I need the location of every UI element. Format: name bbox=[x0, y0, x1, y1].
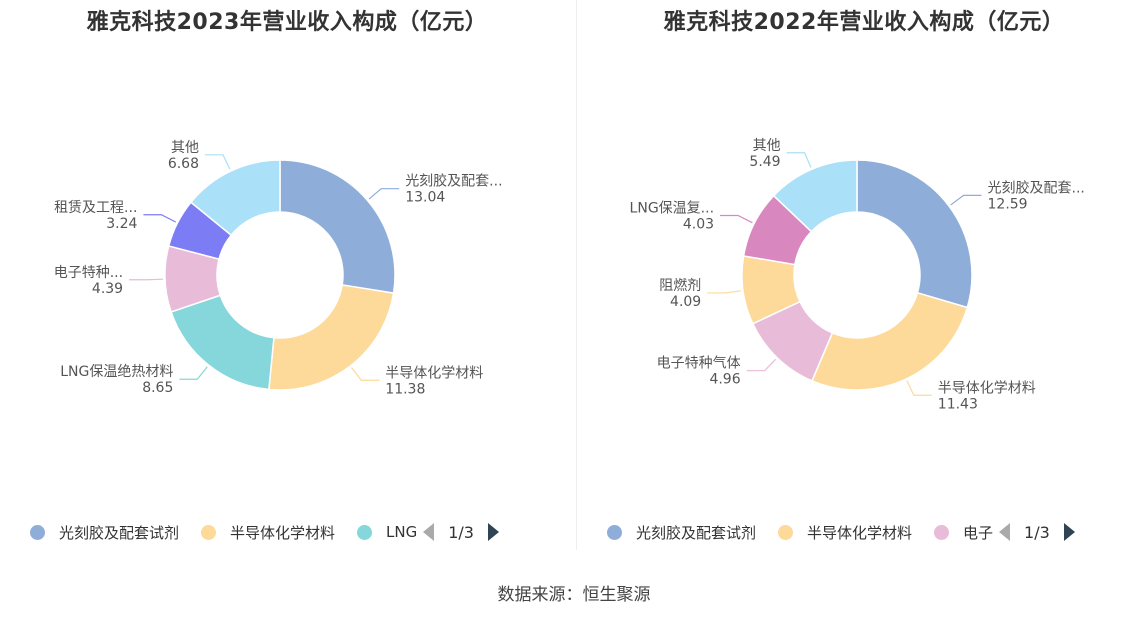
slice-label: 电子特种气体 bbox=[657, 356, 741, 372]
legend: 光刻胶及配套试剂 半导体化学材料 LNG 1/3 bbox=[30, 519, 550, 545]
slice-value: 6.68 bbox=[168, 156, 199, 172]
slice-value: 13.04 bbox=[405, 190, 445, 206]
legend-pager: 1/3 bbox=[999, 523, 1075, 542]
donut-slice[interactable] bbox=[170, 294, 275, 391]
leader-line bbox=[143, 214, 176, 223]
leader-line bbox=[129, 278, 164, 281]
leader-line bbox=[351, 367, 380, 381]
slice-label: 阻燃剂 bbox=[659, 277, 701, 294]
legend-item[interactable]: 光刻胶及配套试剂 bbox=[607, 522, 756, 543]
slice-label: 其他 bbox=[171, 140, 199, 156]
legend: 光刻胶及配套试剂 半导体化学材料 电子 1/3 bbox=[607, 519, 1127, 545]
donut-slice[interactable] bbox=[268, 284, 395, 391]
donut-slice[interactable] bbox=[811, 291, 969, 391]
legend-item[interactable]: 半导体化学材料 bbox=[778, 522, 912, 543]
legend-label: 半导体化学材料 bbox=[807, 523, 913, 542]
legend-dot bbox=[607, 524, 622, 540]
leader-line bbox=[906, 380, 932, 396]
slice-label: 半导体化学材料 bbox=[938, 380, 1036, 396]
data-source-note: 数据来源：恒生聚源 bbox=[497, 585, 651, 605]
legend-dot bbox=[30, 524, 45, 540]
slice-value: 12.59 bbox=[988, 196, 1028, 212]
chart-title: 雅克科技2023年营业收入构成（亿元） bbox=[86, 10, 488, 35]
slice-value: 4.03 bbox=[683, 217, 714, 233]
prev-page-icon[interactable] bbox=[999, 523, 1011, 541]
slice-label: 光刻胶及配套... bbox=[405, 173, 502, 190]
legend-pager: 1/3 bbox=[423, 523, 499, 542]
legend-page-indicator: 1/3 bbox=[448, 522, 474, 542]
slice-value: 5.49 bbox=[749, 154, 780, 170]
slice-value: 4.09 bbox=[670, 294, 701, 310]
leader-line bbox=[179, 366, 208, 380]
chart-panel-2023: 雅克科技2023年营业收入构成（亿元） 光刻胶及配套... 13.04 半导体化学材… bbox=[0, 0, 574, 560]
leader-line bbox=[204, 154, 231, 170]
legend-item[interactable]: 半导体化学材料 bbox=[201, 522, 335, 543]
leader-line bbox=[707, 290, 742, 294]
legend-item[interactable]: 电子 bbox=[934, 522, 993, 543]
slice-label: LNG保温绝热材料 bbox=[60, 364, 173, 380]
legend-item[interactable]: 光刻胶及配套试剂 bbox=[30, 522, 179, 543]
slice-label: 其他 bbox=[753, 138, 781, 154]
slice-value: 8.65 bbox=[142, 380, 173, 396]
slice-value: 4.39 bbox=[92, 281, 123, 297]
slice-label: 光刻胶及配套... bbox=[988, 179, 1085, 196]
legend-item[interactable]: LNG bbox=[357, 523, 417, 541]
prev-page-icon[interactable] bbox=[423, 523, 435, 541]
next-page-icon[interactable] bbox=[1063, 523, 1075, 541]
donut-slice[interactable] bbox=[279, 159, 396, 295]
donut-slice[interactable] bbox=[772, 159, 858, 233]
donut-slice[interactable] bbox=[856, 159, 973, 309]
slice-label: 半导体化学材料 bbox=[385, 365, 483, 381]
legend-label: LNG bbox=[386, 523, 418, 541]
donut-chart-2022: 光刻胶及配套...12.59半导体化学材料11.43电子特种气体4.96阻燃剂4… bbox=[630, 138, 1085, 413]
legend-label: 半导体化学材料 bbox=[230, 523, 336, 542]
leader-line bbox=[786, 152, 812, 168]
legend-dot bbox=[934, 524, 950, 540]
legend-dot bbox=[778, 524, 794, 540]
slice-value: 11.38 bbox=[385, 381, 425, 397]
chart-panel-2022: 雅克科技2022年营业收入构成（亿元） 光刻胶及配套... 12.59 半导体化学材… bbox=[577, 0, 1148, 560]
legend-dot bbox=[201, 524, 217, 540]
legend-label: 电子 bbox=[963, 523, 994, 542]
legend-dot bbox=[357, 524, 373, 540]
slice-value: 11.43 bbox=[938, 396, 978, 412]
leader-line bbox=[950, 194, 982, 206]
slice-value: 3.24 bbox=[106, 216, 137, 232]
donut-slice[interactable] bbox=[189, 159, 281, 237]
legend-page-indicator: 1/3 bbox=[1024, 522, 1050, 542]
leader-line bbox=[720, 214, 753, 224]
legend-label: 光刻胶及配套试剂 bbox=[636, 523, 757, 542]
leader-line bbox=[746, 358, 777, 372]
legend-label: 光刻胶及配套试剂 bbox=[59, 523, 180, 542]
leader-line bbox=[368, 188, 400, 200]
slice-value: 4.96 bbox=[709, 372, 740, 388]
next-page-icon[interactable] bbox=[487, 523, 499, 541]
slice-label: 电子特种... bbox=[54, 265, 123, 281]
chart-title: 雅克科技2022年营业收入构成（亿元） bbox=[663, 10, 1065, 35]
panel-divider bbox=[576, 0, 577, 550]
slice-label: LNG保温复... bbox=[630, 200, 714, 217]
slice-label: 租赁及工程... bbox=[54, 200, 137, 216]
